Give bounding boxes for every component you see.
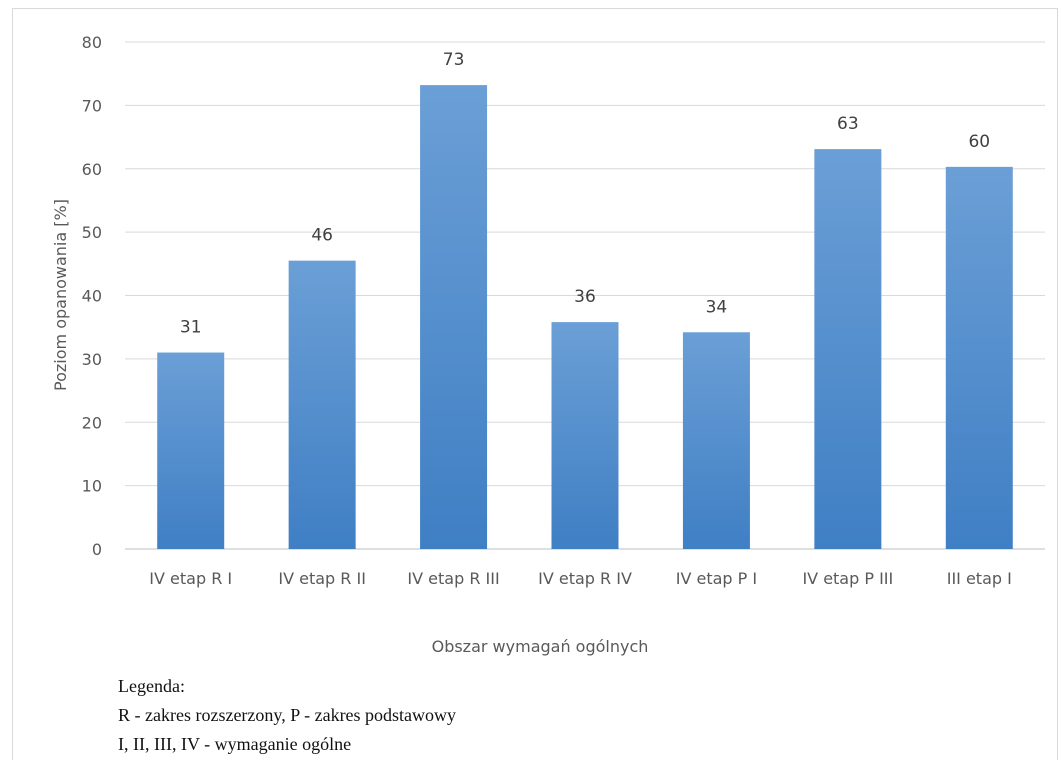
x-tick-label: III etap I (947, 569, 1012, 588)
x-axis-title: Obszar wymagań ogólnych (432, 637, 649, 656)
bar (288, 260, 356, 549)
bar (420, 85, 488, 549)
y-tick-label: 30 (82, 350, 102, 369)
data-labels: 31 46 73 36 34 63 60 (180, 50, 990, 337)
x-axis-ticks: IV etap R I IV etap R II IV etap R III IV e… (149, 569, 1012, 588)
y-tick-label: 50 (82, 223, 102, 242)
x-tick-label: IV etap R IV (538, 569, 632, 588)
legend-title: Legenda: (118, 676, 185, 696)
y-tick-label: 10 (82, 477, 102, 496)
bar (945, 166, 1013, 549)
x-tick-label: IV etap R II (278, 569, 366, 588)
bar (551, 322, 619, 549)
x-tick-label: IV etap R III (407, 569, 499, 588)
y-tick-label: 60 (82, 160, 102, 179)
bar (682, 332, 750, 549)
bar (814, 149, 882, 549)
chart-frame (12, 8, 1058, 760)
x-tick-label: IV etap P I (676, 569, 757, 588)
y-tick-label: 20 (82, 413, 102, 432)
bar-chart: 0 10 20 30 40 50 60 70 80 31 46 73 36 34 63 60 IV etap… (51, 33, 1045, 656)
y-axis-title: Poziom opanowania [%] (51, 199, 70, 391)
legend-line-1: R - zakres rozszerzony, P - zakres podst… (118, 705, 457, 725)
y-tick-label: 40 (82, 287, 102, 306)
data-label: 60 (968, 132, 990, 152)
legend-line-2: I, II, III, IV - wymaganie ogólne (118, 734, 352, 754)
data-label: 31 (180, 318, 202, 338)
legend: Legenda: R - zakres rozszerzony, P - zak… (118, 672, 456, 759)
x-tick-label: IV etap R I (149, 569, 232, 588)
data-label: 36 (574, 287, 596, 307)
data-label: 63 (837, 114, 859, 134)
bar (157, 352, 225, 549)
data-label: 34 (706, 297, 728, 317)
y-tick-label: 80 (82, 33, 102, 52)
data-label: 73 (443, 50, 465, 70)
y-tick-label: 70 (82, 96, 102, 115)
y-tick-label: 0 (92, 540, 102, 559)
bars (157, 85, 1013, 549)
data-label: 46 (311, 226, 333, 246)
y-axis-ticks: 0 10 20 30 40 50 60 70 80 (82, 33, 102, 559)
x-tick-label: IV etap P III (802, 569, 893, 588)
